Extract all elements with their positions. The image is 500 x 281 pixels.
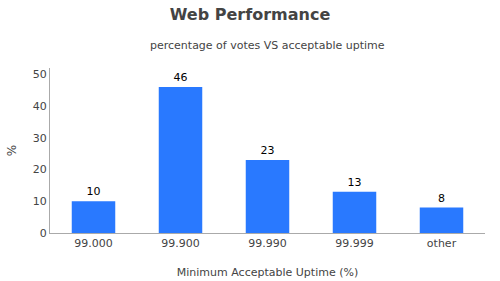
svg-text:8: 8 — [438, 192, 445, 205]
svg-text:99.999: 99.999 — [335, 237, 374, 250]
svg-text:99.990: 99.990 — [248, 237, 287, 250]
svg-text:Minimum Acceptable Uptime (%): Minimum Acceptable Uptime (%) — [177, 266, 358, 279]
svg-text:99.000: 99.000 — [74, 237, 113, 250]
svg-text:percentage of votes VS accepta: percentage of votes VS acceptable uptime — [150, 39, 385, 52]
svg-text:20: 20 — [33, 163, 47, 176]
svg-text:10: 10 — [87, 185, 101, 198]
svg-text:30: 30 — [33, 132, 47, 145]
svg-text:23: 23 — [261, 144, 275, 157]
svg-text:other: other — [427, 237, 457, 250]
svg-text:50: 50 — [33, 68, 47, 81]
svg-text:40: 40 — [33, 100, 47, 113]
svg-text:%: % — [5, 145, 19, 156]
svg-text:10: 10 — [33, 195, 47, 208]
svg-text:13: 13 — [348, 176, 362, 189]
svg-text:99.900: 99.900 — [161, 237, 200, 250]
svg-text:0: 0 — [40, 227, 47, 240]
svg-text:Web Performance: Web Performance — [170, 5, 331, 24]
svg-text:46: 46 — [174, 71, 188, 84]
